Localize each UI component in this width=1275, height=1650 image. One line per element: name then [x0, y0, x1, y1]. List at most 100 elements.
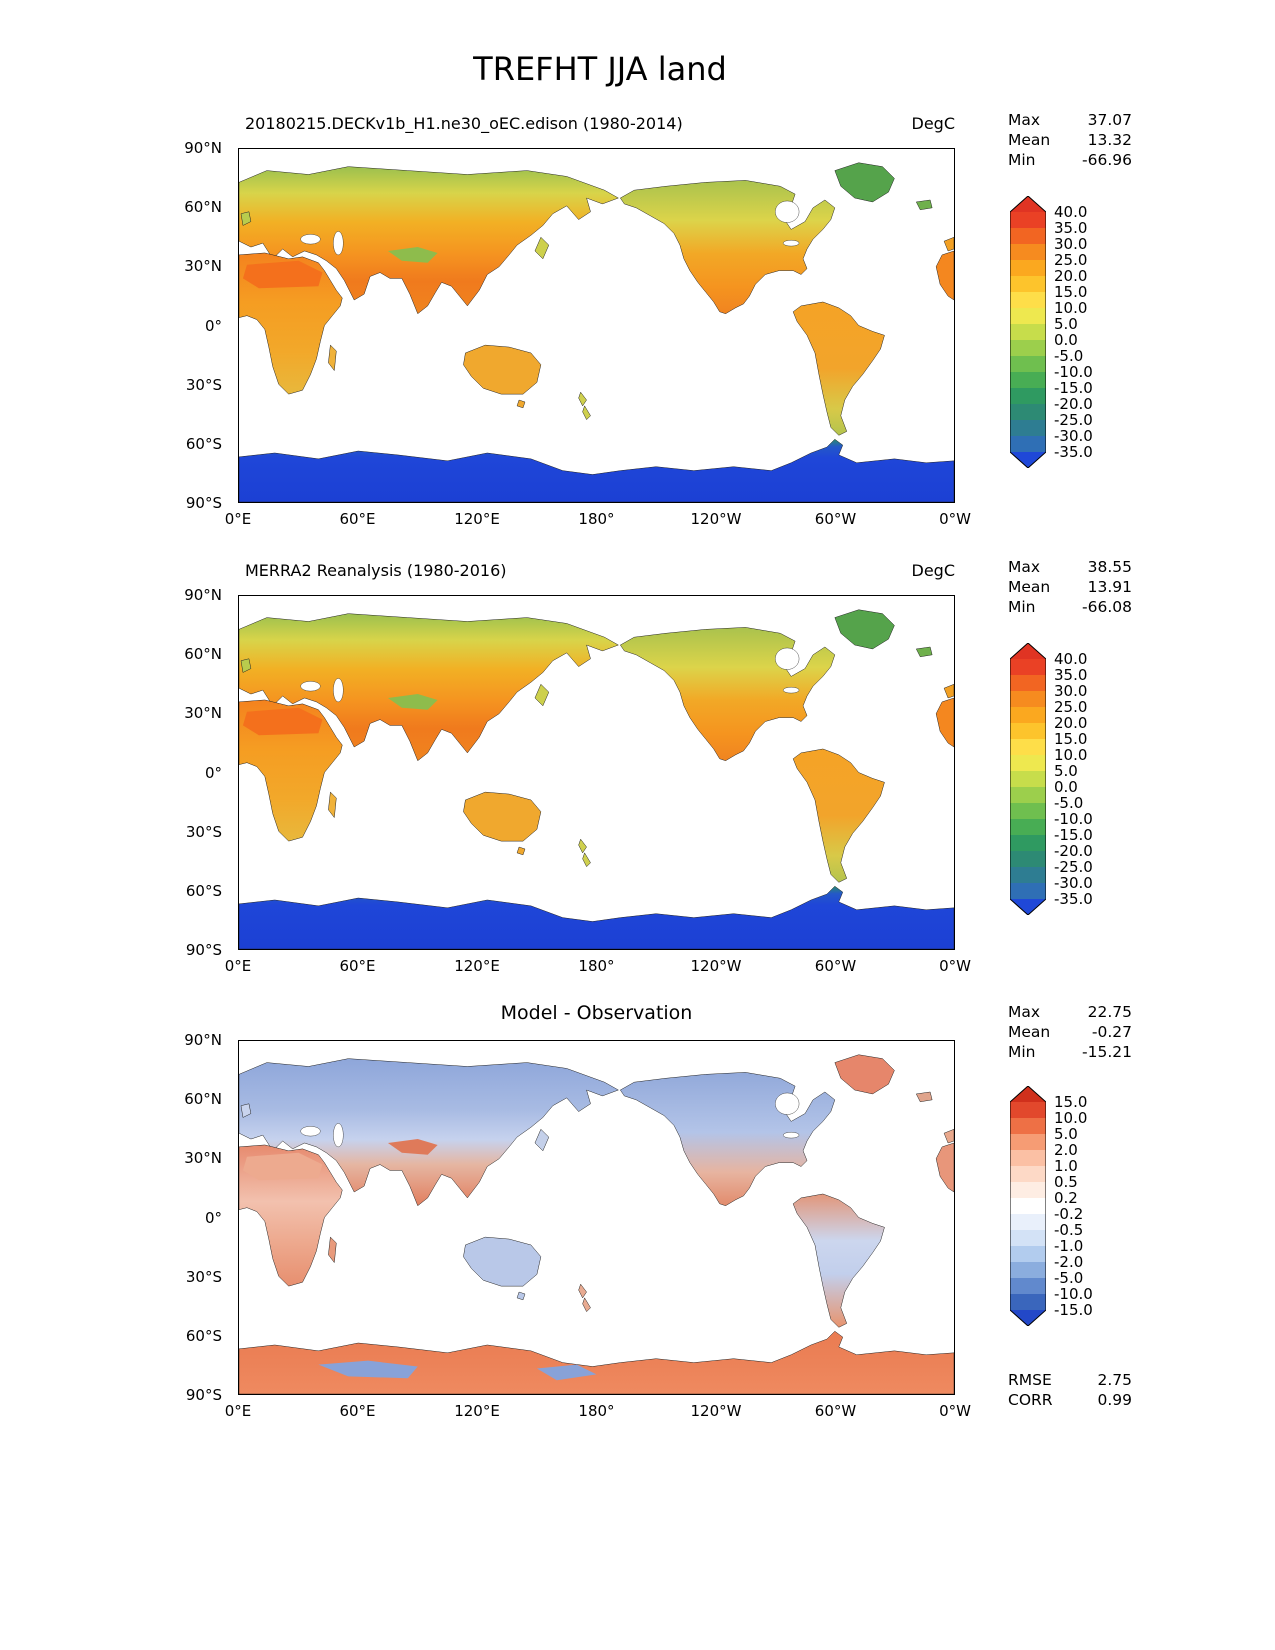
- colorbar-tick-label: 20.0: [1054, 714, 1088, 732]
- stat-label-min: Min: [1008, 598, 1036, 616]
- stat-label-mean: Mean: [1008, 1023, 1051, 1041]
- metric-row-rmse: RMSE 2.75: [1008, 1370, 1132, 1390]
- colorbar-svg: [1010, 1086, 1046, 1326]
- lon-tick-label: 180°: [578, 957, 615, 975]
- stat-label-min: Min: [1008, 1043, 1036, 1061]
- lat-tick-label: 60°S: [185, 434, 222, 453]
- lat-tick-label: 30°S: [185, 1267, 222, 1286]
- stat-value-min: -15.21: [1082, 1043, 1132, 1061]
- metric-label-rmse: RMSE: [1008, 1371, 1052, 1389]
- lat-tick-label: 30°N: [184, 257, 222, 276]
- lat-tick-label: 90°N: [184, 586, 222, 604]
- lon-tick-label: 0°E: [224, 510, 252, 528]
- world-map-obs: [239, 609, 954, 949]
- stat-row-min: Min -66.08: [1008, 597, 1132, 617]
- world-map-diff: [239, 1054, 954, 1394]
- colorbar-tick-label: 10.0: [1054, 1109, 1088, 1127]
- panel-diff-lon-axis: 0°E 60°E 120°E 180° 120°W 60°W 0°W: [225, 1402, 971, 1422]
- stat-value-max: 38.55: [1087, 558, 1132, 576]
- colorbar-tick-label: -15.0: [1054, 1301, 1093, 1319]
- lon-tick-label: 60°E: [339, 957, 376, 975]
- lon-tick-label: 180°: [578, 1402, 615, 1420]
- colorbar-tick-label: -20.0: [1054, 842, 1093, 860]
- panel-model-map: [238, 148, 955, 503]
- metric-value-corr: 0.99: [1097, 1391, 1132, 1409]
- lon-tick-label: 60°W: [814, 957, 857, 975]
- lat-tick-label: 0°: [204, 316, 222, 335]
- panel-diff-metrics: RMSE 2.75 CORR 0.99: [1008, 1370, 1132, 1410]
- lat-tick-label: 60°N: [184, 198, 222, 217]
- lat-tick-label: 30°S: [185, 375, 222, 394]
- lat-tick-label: 30°N: [184, 1149, 222, 1168]
- stat-value-mean: 13.32: [1087, 131, 1132, 149]
- colorbar-tick-label: -5.0: [1054, 1269, 1084, 1287]
- colorbar-tick-label: 40.0: [1054, 650, 1088, 668]
- stat-row-max: Max 38.55: [1008, 557, 1132, 577]
- panel-diff-colorbar: 15.0 10.0 5.0 2.0 1.0 0.5 0.2 -0.2 -0.5 -1.0 -2.0-…: [1010, 1086, 1093, 1326]
- colorbar-tick-label: -0.5: [1054, 1221, 1084, 1239]
- colorbar-tick-label: -0.2: [1054, 1205, 1084, 1223]
- colorbar-tick-label: -30.0: [1054, 874, 1093, 892]
- colorbar-tick-label: 1.0: [1054, 1157, 1078, 1175]
- colorbar-tick-label: 15.0: [1054, 730, 1088, 748]
- lon-tick-label: 60°W: [814, 1402, 857, 1420]
- colorbar-tick-label: 0.2: [1054, 1189, 1078, 1207]
- colorbar-tick-label: 10.0: [1054, 299, 1088, 317]
- stat-label-mean: Mean: [1008, 131, 1051, 149]
- lon-tick-label: 0°E: [224, 957, 252, 975]
- lon-tick-label: 60°E: [339, 1402, 376, 1420]
- colorbar-tick-label: 15.0: [1054, 1093, 1088, 1111]
- colorbar-tick-label: -10.0: [1054, 363, 1093, 381]
- figure-title: TREFHT JJA land: [473, 50, 727, 88]
- colorbar-tick-label: -30.0: [1054, 427, 1093, 445]
- panel-obs-lon-axis: 0°E 60°E 120°E 180° 120°W 60°W 0°W: [225, 957, 971, 977]
- lon-tick-label: 120°W: [690, 1402, 742, 1420]
- colorbar-tick-label: -15.0: [1054, 826, 1093, 844]
- panel-obs: MERRA2 Reanalysis (1980-2016) DegC 90°N 6…: [0, 555, 1275, 1015]
- colorbar-tick-label: 15.0: [1054, 283, 1088, 301]
- lon-tick-label: 120°E: [454, 1402, 500, 1420]
- panel-diff-map: [238, 1040, 955, 1395]
- lat-tick-label: 60°N: [184, 645, 222, 664]
- panel-model-stats: Max 37.07 Mean 13.32 Min -66.96: [1008, 110, 1132, 170]
- panel-model-colorbar: 40.0 35.0 30.0 25.0 20.0 15.0 10.0 5.0 0.0 -5.0 -1…: [1010, 196, 1093, 468]
- colorbar-tick-label: 0.0: [1054, 331, 1078, 349]
- lat-tick-label: 90°S: [185, 494, 222, 512]
- metric-label-corr: CORR: [1008, 1391, 1053, 1409]
- metric-value-rmse: 2.75: [1097, 1371, 1132, 1389]
- stat-label-max: Max: [1008, 558, 1041, 576]
- lon-tick-label: 120°W: [690, 957, 742, 975]
- panel-obs-colorbar: 40.0 35.0 30.0 25.0 20.0 15.0 10.0 5.0 0.0 -5.0 -1…: [1010, 643, 1093, 915]
- lon-tick-label: 0°W: [939, 957, 971, 975]
- colorbar-tick-label: 10.0: [1054, 746, 1088, 764]
- stat-label-mean: Mean: [1008, 578, 1051, 596]
- lon-tick-label: 180°: [578, 510, 615, 528]
- stat-row-min: Min -66.96: [1008, 150, 1132, 170]
- stat-row-min: Min -15.21: [1008, 1042, 1132, 1062]
- stat-label-max: Max: [1008, 1003, 1041, 1021]
- colorbar-tick-label: -15.0: [1054, 379, 1093, 397]
- metric-row-corr: CORR 0.99: [1008, 1390, 1132, 1410]
- panel-obs-units: DegC: [911, 561, 956, 580]
- lat-tick-label: 60°N: [184, 1090, 222, 1109]
- lat-tick-label: 0°: [204, 1208, 222, 1227]
- colorbar-tick-label: 40.0: [1054, 203, 1088, 221]
- colorbar-tick-label: -2.0: [1054, 1253, 1084, 1271]
- colorbar-tick-label: -5.0: [1054, 794, 1084, 812]
- colorbar-tick-label: 5.0: [1054, 762, 1078, 780]
- colorbar-tick-label: -10.0: [1054, 810, 1093, 828]
- colorbar-tick-label: -20.0: [1054, 395, 1093, 413]
- panel-model-units: DegC: [911, 114, 956, 133]
- panel-model-head: 20180215.DECKv1b_H1.ne30_oEC.edison (198…: [238, 114, 955, 133]
- lat-tick-label: 90°S: [185, 941, 222, 959]
- colorbar-tick-label: -1.0: [1054, 1237, 1084, 1255]
- stat-row-mean: Mean 13.91: [1008, 577, 1132, 597]
- lon-tick-label: 120°E: [454, 510, 500, 528]
- colorbar-tick-label: 0.0: [1054, 778, 1078, 796]
- lon-tick-label: 0°E: [224, 1402, 252, 1420]
- colorbar-tick-label: 0.5: [1054, 1173, 1078, 1191]
- lat-tick-label: 90°S: [185, 1386, 222, 1404]
- colorbar-tick-label: -35.0: [1054, 443, 1093, 461]
- panel-diff-lat-axis: 90°N 60°N 30°N 0° 30°S 60°S 90°S: [150, 1031, 230, 1404]
- panel-model-lat-axis: 90°N 60°N 30°N 0° 30°S 60°S 90°S: [150, 139, 230, 512]
